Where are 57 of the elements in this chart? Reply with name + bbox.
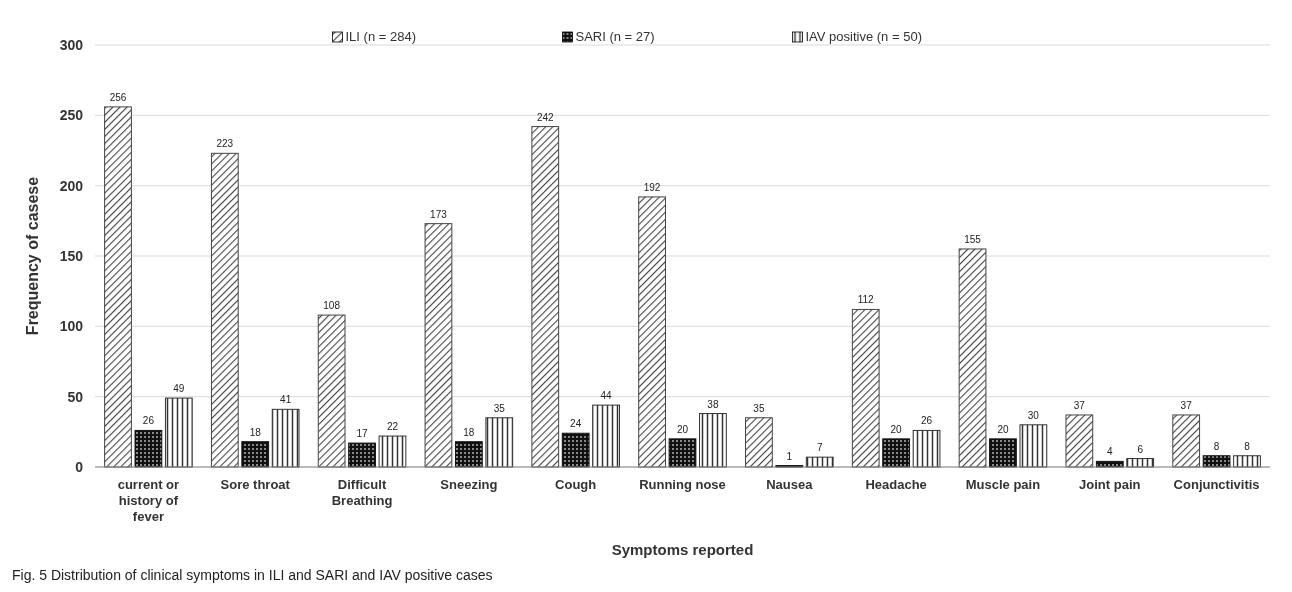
data-label: 38 (707, 398, 719, 410)
data-label: 18 (249, 426, 262, 438)
y-tick-label: 250 (59, 107, 84, 124)
data-label: 37 (1073, 399, 1086, 411)
data-label: 112 (857, 294, 875, 306)
data-label: 223 (216, 138, 234, 150)
x-axis-title: Symptoms reported (611, 541, 754, 558)
x-tick-label: Joint pain (1079, 477, 1141, 492)
data-label: 26 (920, 415, 933, 427)
x-tick-label: Cough (555, 477, 597, 492)
data-label: 8 (1244, 440, 1251, 452)
data-label: 1 (786, 450, 793, 462)
data-label: 17 (356, 428, 369, 440)
x-tick-label: Sneezing (440, 477, 498, 492)
data-label: 35 (493, 402, 506, 414)
data-label: 24 (570, 418, 582, 430)
y-tick-label: 300 (59, 36, 84, 53)
data-label: 242 (536, 111, 555, 123)
y-tick-label: 50 (67, 388, 84, 405)
data-label: 22 (386, 421, 399, 433)
data-label: 30 (1027, 409, 1040, 421)
legend-label: ILI (n = 284) (345, 29, 416, 44)
data-label: 6 (1137, 443, 1144, 455)
x-tick-label: current or history of fever (117, 477, 180, 524)
y-axis-title: Frequency of casese (24, 176, 41, 336)
data-label: 37 (1180, 399, 1193, 411)
legend-label: SARI (n = 27) (575, 29, 655, 44)
x-tick-label: Muscle pain (965, 477, 1041, 492)
data-label: 155 (964, 233, 982, 245)
data-label: 35 (753, 402, 765, 414)
data-label: 26 (142, 415, 155, 427)
data-label: 256 (109, 91, 127, 103)
caption: Fig. 5 Distribution of clinical symptoms in ILI and SARI and IAV positive cases (12, 567, 493, 583)
data-label: 8 (1213, 440, 1220, 452)
y-tick-label: 200 (59, 177, 84, 194)
x-tick-label: Headache (865, 477, 927, 492)
x-tick-label: Difficult Breathing (331, 477, 393, 508)
data-label: 4 (1106, 446, 1113, 458)
legend-label: IAV positive (n = 50) (805, 29, 922, 44)
data-label: 49 (173, 383, 185, 395)
x-tick-label: Nausea (766, 477, 814, 492)
data-label: 20 (890, 423, 903, 435)
x-tick-label: Sore throat (220, 477, 291, 492)
y-tick-label: 150 (59, 247, 84, 264)
data-label: 20 (676, 423, 689, 435)
x-tick-label: Running nose (639, 477, 726, 492)
data-label: 192 (643, 181, 661, 193)
data-label: 173 (430, 208, 448, 220)
data-label: 108 (323, 300, 341, 312)
y-tick-label: 0 (75, 458, 84, 475)
y-tick-label: 100 (59, 318, 84, 335)
x-tick-label: Conjunctivitis (1173, 477, 1260, 492)
data-label: 41 (280, 394, 292, 406)
data-label: 20 (997, 423, 1009, 435)
data-label: 18 (463, 426, 475, 438)
data-label: 44 (600, 390, 613, 402)
data-label: 7 (816, 442, 823, 454)
